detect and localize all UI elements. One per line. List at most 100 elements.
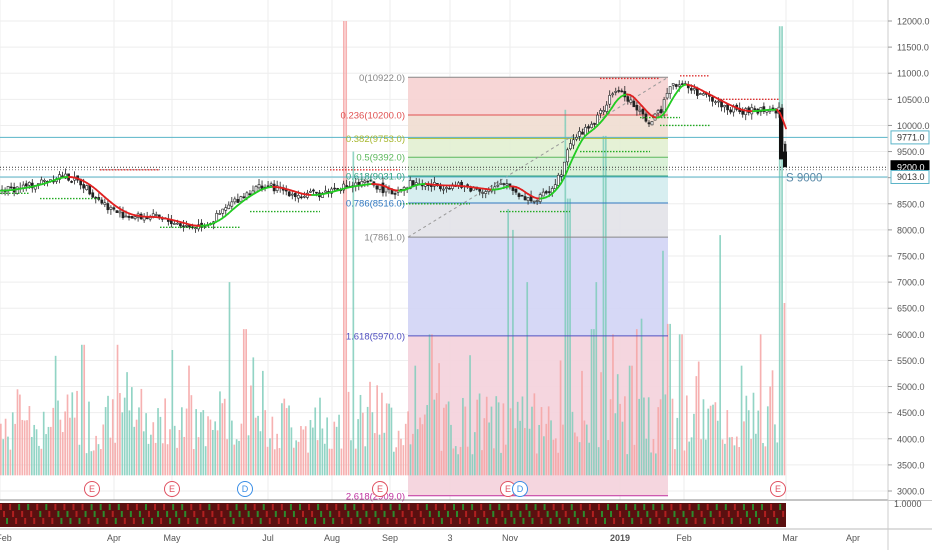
fibonacci-trendline [407,76,669,238]
volume-bar [42,411,45,476]
volume-bar [776,442,779,476]
sub-indicator-cell [594,518,597,524]
sub-indicator-cell [582,511,585,517]
price-tick-label: 3500.0 [897,460,925,470]
price-tick-label: 10000.0 [897,121,930,131]
candle-body [24,183,28,187]
volume-bar [771,370,774,476]
sub-indicator-cell [120,511,123,517]
volume-bar [626,454,629,476]
volume-bar [295,440,298,476]
volume-bar [607,440,610,476]
volume-bar [104,407,107,476]
volume-bar [402,445,405,476]
candle-body [218,213,222,215]
sub-indicator-cell [157,511,160,517]
sub-indicator-cell [362,504,365,510]
volume-bar [778,26,781,476]
sub-indicator-cell [528,511,531,517]
volume-bar [719,235,721,476]
sub-indicator-cell [259,518,262,524]
candle-body [596,114,599,125]
fibonacci-label: 0.236(10200.0) [341,111,405,122]
sub-indicator-cell [724,504,727,510]
sub-indicator-cell [489,504,492,510]
sub-indicator-cell [685,518,688,524]
volume-bar [554,438,557,476]
volume-bar [178,430,181,476]
candle-body [762,106,766,112]
sub-indicator-cell [232,518,235,524]
candle-body [296,195,300,199]
volume-bar [755,433,757,476]
sub-indicator-cell [673,511,676,517]
volume-bar [19,394,21,476]
volume-bar [300,426,302,476]
sub-indicator-cell [241,518,244,524]
candle-body [290,193,294,196]
sub-indicator-cell [190,504,193,510]
volume-bar [319,397,321,476]
sub-indicator-cell [434,504,437,510]
sub-indicator-cell [558,518,561,524]
volume-bar [707,408,710,476]
volume-bar [647,397,650,476]
sub-indicator-cell [214,518,217,524]
sub-indicator-cell [437,511,440,517]
sub-indicator-cell [18,504,21,510]
volume-bar [497,402,500,476]
volume-bar [76,390,78,476]
sub-indicator-cell [389,504,392,510]
volume-bar [471,454,474,476]
volume-bar [195,409,197,476]
volume-bar [385,403,388,476]
candle-body [680,83,684,85]
candle-body [711,96,714,102]
volume-bar [578,442,581,476]
volume-bar [47,426,50,476]
sub-indicator-cell [332,518,335,524]
sub-indicator-cell [764,511,767,517]
sub-indicator-cell [308,504,311,510]
event-label: E [169,484,175,494]
volume-bar [769,386,771,476]
volume-bar [435,393,438,476]
candle-body [689,88,693,91]
sub-indicator-cell [588,504,591,510]
volume-bar [683,450,686,476]
volume-bar [211,429,214,476]
sub-indicator-cell [416,504,419,510]
volume-bar [85,453,88,476]
candle-body [94,196,98,199]
volume-bar [238,440,240,476]
candle-body [496,184,500,187]
volume-bar [466,446,469,476]
volume-bar [83,344,86,476]
volume-bar [693,413,695,476]
candle-body [58,174,61,180]
volume-bar [347,391,350,476]
volume-bar [164,398,167,476]
sub-indicator-cell [353,504,356,510]
volume-bar [128,410,131,476]
volume-bar [54,355,57,476]
sub-indicator-cell [534,504,537,510]
price-tick-label: 6500.0 [897,304,925,314]
volume-bar [450,424,452,476]
candle-body [638,109,642,112]
volume-bar [181,407,183,476]
price-tick-label: 4000.0 [897,434,925,444]
fibonacci-label: 1.618(5970.0) [346,331,405,342]
volume-bar [69,417,71,476]
volume-bar [509,408,512,476]
volume-bar [576,436,579,476]
sub-indicator-cell [462,504,465,510]
sub-indicator-cell [78,518,81,524]
sub-indicator-cell [616,504,619,510]
event-label: E [377,484,383,494]
volume-bar [159,416,162,476]
volume-bar [685,395,688,476]
sub-indicator-cell [727,511,730,517]
sub-indicator-cell [135,504,138,510]
